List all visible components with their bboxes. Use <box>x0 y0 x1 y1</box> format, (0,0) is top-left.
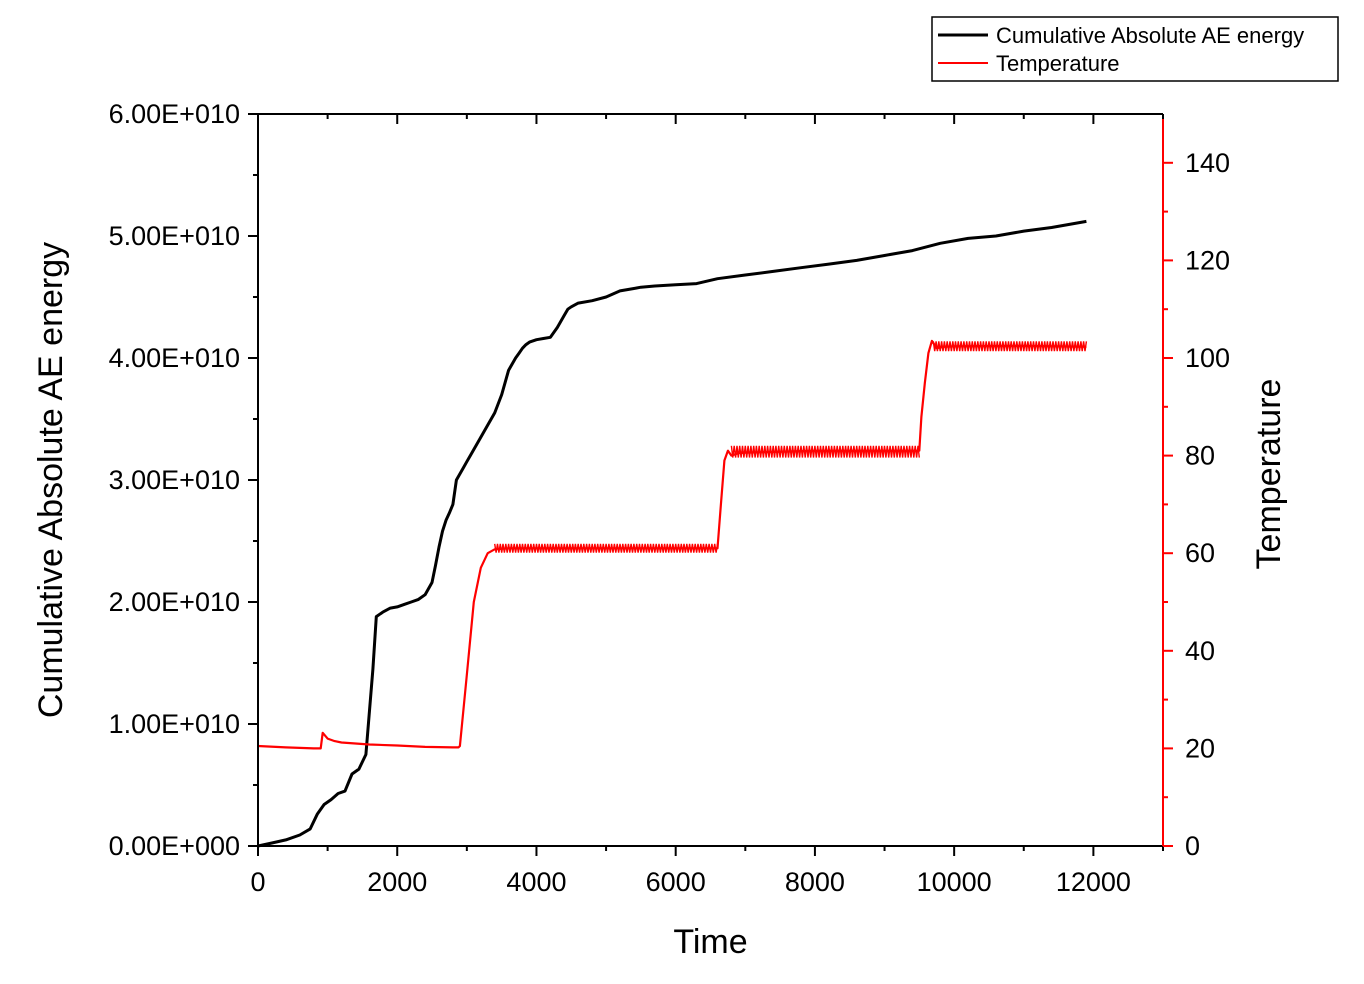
y2-tick-label: 100 <box>1185 343 1230 373</box>
x-tick-label: 2000 <box>367 867 427 897</box>
legend-box <box>931 16 1339 82</box>
y-tick-label: 2.00E+010 <box>109 587 240 617</box>
plot-area <box>257 219 1088 848</box>
y2-axis-title: Temperature <box>1250 379 1288 570</box>
y2-tick-label: 80 <box>1185 441 1215 471</box>
x-tick-label: 10000 <box>917 867 992 897</box>
x-tick-label: 4000 <box>506 867 566 897</box>
y2-tick-label: 0 <box>1185 831 1200 861</box>
x-axis-title: Time <box>673 923 747 961</box>
y-tick-label: 0.00E+000 <box>109 831 240 861</box>
y-tick-label: 6.00E+010 <box>109 99 240 129</box>
y2-tick-label: 140 <box>1185 148 1230 178</box>
y2-tick-label: 120 <box>1185 245 1230 275</box>
axes: 0 2000 4000 6000 8000 10000 12000 0.00E+000 1.00… <box>32 99 1288 961</box>
y-tick-label: 3.00E+010 <box>109 465 240 495</box>
y-tick-label: 5.00E+010 <box>109 221 240 251</box>
x-tick-label: 0 <box>250 867 265 897</box>
x-tick-label: 8000 <box>785 867 845 897</box>
temperature-plateau-100 <box>932 341 1088 352</box>
legend-label-ae-energy: Cumulative Absolute AE energy <box>996 23 1304 48</box>
y-tick-label: 4.00E+010 <box>109 343 240 373</box>
y-axis-title: Cumulative Absolute AE energy <box>32 242 70 718</box>
series-line-ae-energy <box>257 219 1087 848</box>
x-tick-label: 6000 <box>646 867 706 897</box>
x-tick-label: 12000 <box>1056 867 1131 897</box>
legend-label-temperature: Temperature <box>996 51 1120 76</box>
temperature-plateau-80 <box>730 445 920 458</box>
temperature-plateau-60 <box>494 543 719 553</box>
y2-tick-label: 40 <box>1185 636 1215 666</box>
y2-tick-label: 20 <box>1185 733 1215 763</box>
y2-tick-label: 60 <box>1185 538 1215 568</box>
y-tick-label: 1.00E+010 <box>109 709 240 739</box>
legend: Cumulative Absolute AE energy Temperatur… <box>931 16 1339 82</box>
